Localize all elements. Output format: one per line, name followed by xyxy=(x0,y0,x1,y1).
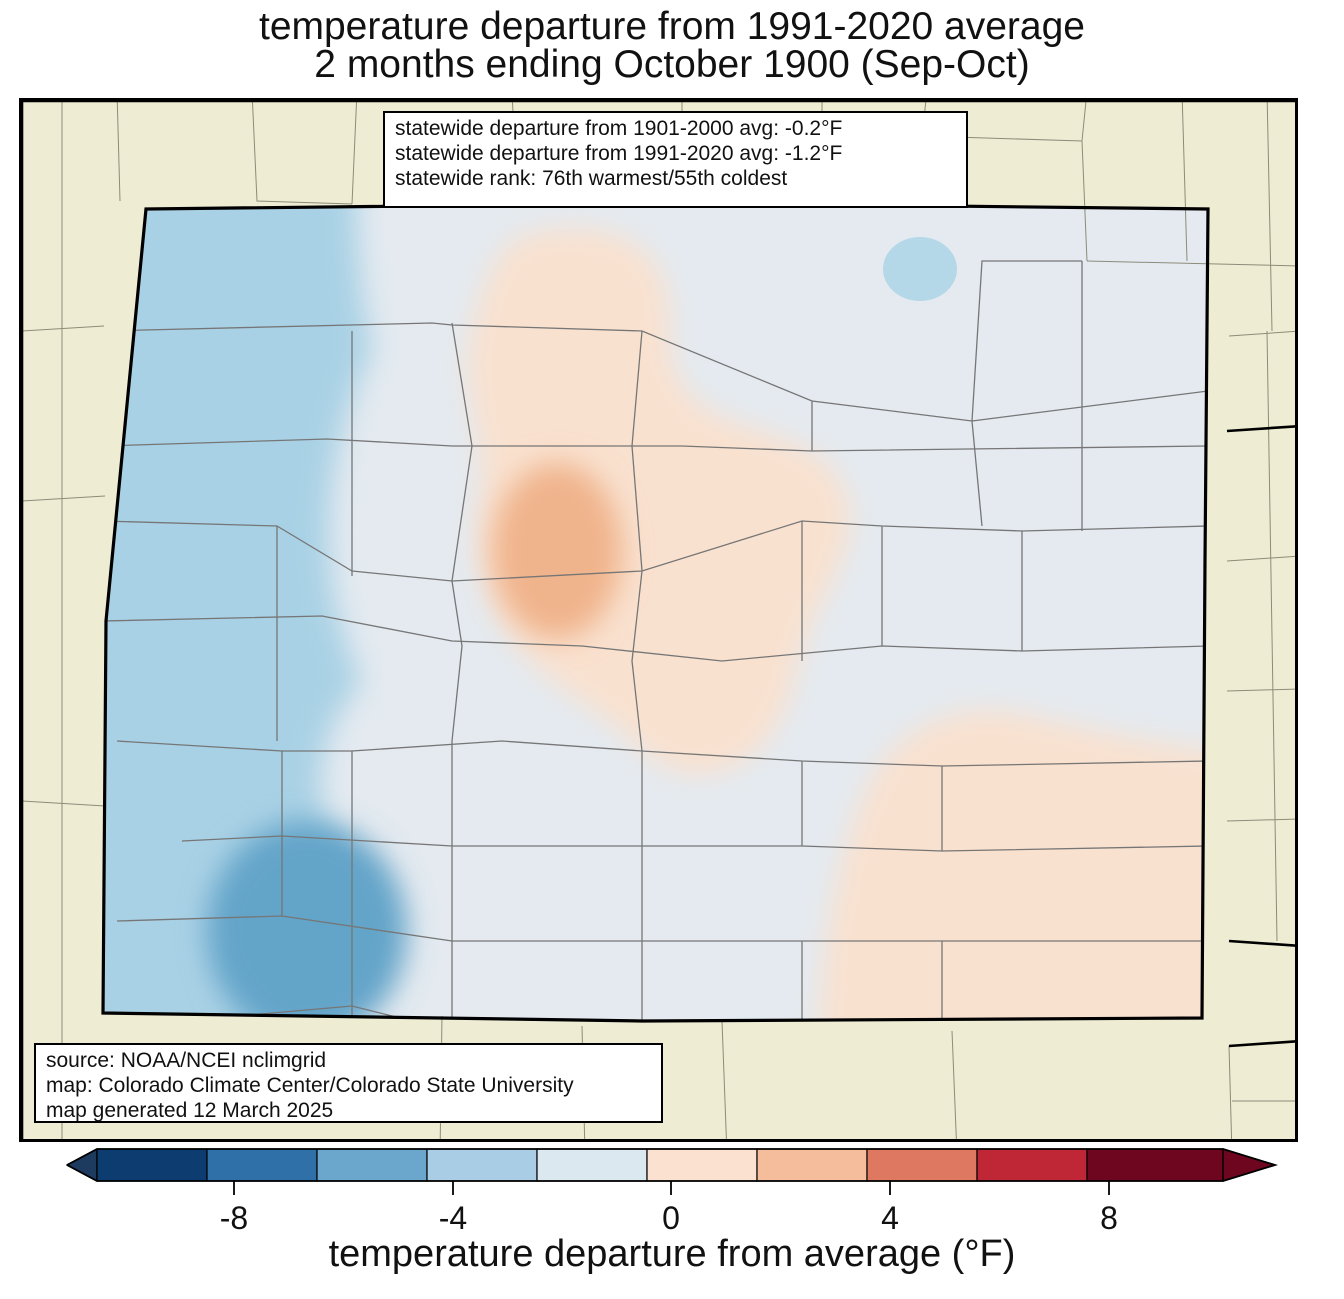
svg-text:-8: -8 xyxy=(220,1200,248,1236)
svg-text:0: 0 xyxy=(662,1200,680,1236)
svg-text:-4: -4 xyxy=(439,1200,467,1236)
svg-text:temperature departure from ave: temperature departure from average (°F) xyxy=(329,1233,1016,1275)
svg-text:4: 4 xyxy=(881,1200,899,1236)
svg-text:8: 8 xyxy=(1100,1200,1118,1236)
